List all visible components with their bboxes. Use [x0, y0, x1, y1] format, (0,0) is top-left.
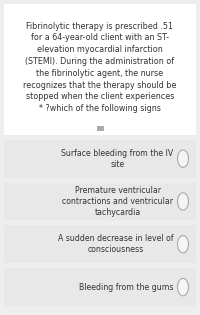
FancyBboxPatch shape — [4, 268, 196, 306]
Bar — [96, 126, 104, 131]
Ellipse shape — [178, 236, 188, 253]
Text: Surface bleeding from the IV
site: Surface bleeding from the IV site — [61, 149, 174, 169]
Ellipse shape — [178, 150, 188, 167]
FancyBboxPatch shape — [4, 225, 196, 263]
FancyBboxPatch shape — [4, 183, 196, 220]
Text: A sudden decrease in level of
consciousness: A sudden decrease in level of consciousn… — [58, 234, 174, 254]
Text: Bleeding from the gums: Bleeding from the gums — [79, 283, 174, 292]
FancyBboxPatch shape — [4, 140, 196, 178]
Ellipse shape — [178, 193, 188, 210]
Ellipse shape — [178, 278, 188, 296]
Text: Fibrinolytic therapy is prescribed .51
for a 64-year-old client with an ST-
elev: Fibrinolytic therapy is prescribed .51 f… — [23, 21, 177, 113]
Text: Premature ventricular
contractions and ventricular
tachycardia: Premature ventricular contractions and v… — [62, 186, 174, 217]
FancyBboxPatch shape — [4, 4, 196, 135]
